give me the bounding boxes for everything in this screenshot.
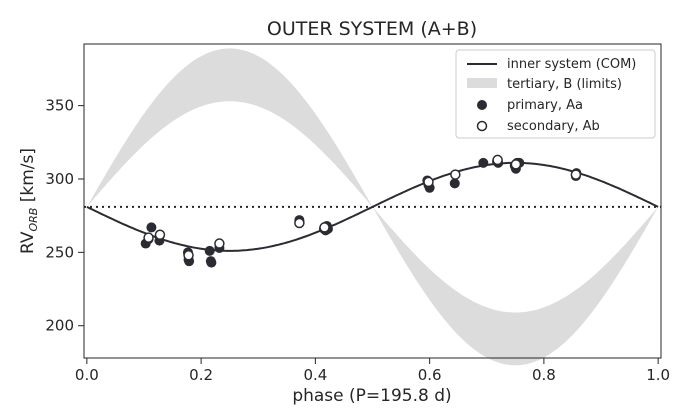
secondary-point [319, 222, 330, 233]
y-tick-label: 350 [45, 97, 74, 115]
y-axis-label: RVORB [km/s] [18, 148, 40, 254]
legend: inner system (COM) tertiary, B (limits) … [455, 49, 656, 139]
x-tick-label: 0.8 [532, 366, 556, 384]
secondary-point [294, 217, 305, 229]
x-axis-label: phase (P=195.8 d) [292, 386, 451, 406]
secondary-point [423, 176, 434, 188]
chart-title: OUTER SYSTEM (A+B) [267, 18, 477, 40]
secondary-point [492, 154, 503, 166]
x-axis: 0.0 0.2 0.4 0.6 0.8 1.0 [75, 358, 670, 384]
y-tick-label: 300 [45, 170, 74, 188]
legend-entry-secondary: secondary, Ab [507, 119, 600, 134]
legend-entry-tertiary: tertiary, B (limits) [507, 77, 622, 92]
axes-frame [83, 43, 662, 359]
secondary-point [570, 169, 582, 180]
y-axis-label-unit: [km/s] [18, 148, 38, 208]
primary-point [449, 178, 460, 189]
legend-entry-primary: primary, Aa [507, 98, 583, 113]
secondary-point [183, 250, 194, 261]
primary-point [204, 245, 215, 256]
y-tick-label: 200 [45, 317, 74, 335]
legend-filled-marker [477, 100, 487, 110]
legend-box [455, 49, 656, 139]
y-axis: 200 250 300 350 [45, 97, 84, 335]
plot-area [84, 48, 661, 366]
x-tick-label: 0.6 [418, 366, 442, 384]
x-tick-label: 0.2 [189, 366, 213, 384]
inner-system-curve [86, 161, 659, 252]
y-tick-label: 250 [45, 243, 74, 261]
secondary-point [154, 229, 166, 240]
legend-band-swatch [467, 78, 497, 88]
secondary-point [510, 159, 522, 170]
primary-point [206, 257, 217, 268]
primary-point [146, 222, 157, 233]
x-tick-label: 0.4 [303, 366, 327, 384]
legend-open-marker [476, 120, 488, 132]
x-tick-label: 1.0 [646, 366, 670, 384]
x-tick-label: 0.0 [75, 366, 99, 384]
y-axis-label-subscript: ORB [27, 208, 40, 232]
secondary-point [214, 238, 225, 249]
legend-entry-inner-system: inner system (COM) [507, 57, 636, 72]
secondary-point [450, 169, 461, 180]
primary-point [478, 157, 489, 168]
y-axis-label-main: RV [18, 231, 38, 254]
secondary-point [143, 232, 154, 243]
